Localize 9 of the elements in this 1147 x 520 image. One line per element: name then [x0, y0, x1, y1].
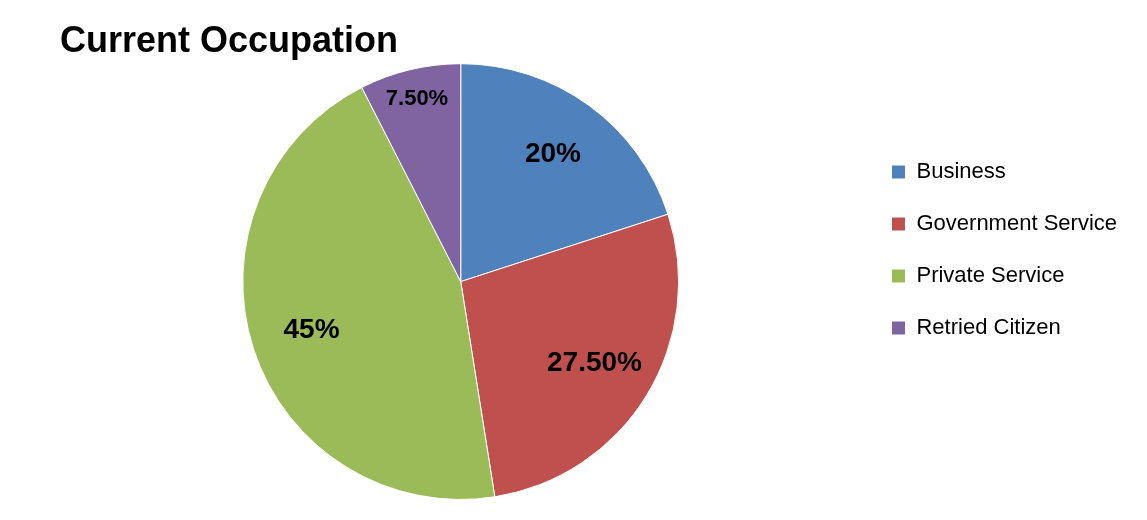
- legend-label: Government Service: [916, 210, 1118, 236]
- chart-title: Current Occupation: [60, 18, 399, 60]
- legend-label: Private Service: [916, 262, 1065, 288]
- data-label: 20%: [524, 137, 582, 169]
- data-label: 7.50%: [385, 85, 449, 111]
- legend-label: Retried Citizen: [916, 314, 1061, 340]
- data-label: 27.50%: [547, 346, 643, 378]
- legend-label: Business: [916, 158, 1006, 184]
- data-label: 45%: [283, 312, 340, 344]
